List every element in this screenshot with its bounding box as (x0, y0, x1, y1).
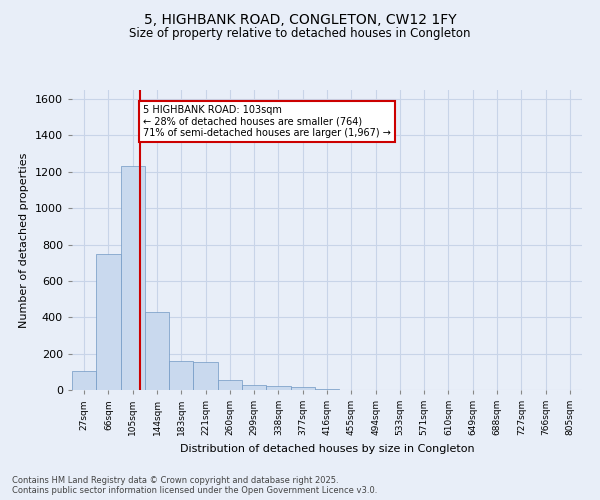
Bar (242, 384, 266, 390)
Text: 5 HIGHBANK ROAD: 103sqm
← 28% of detached houses are smaller (764)
71% of semi-d: 5 HIGHBANK ROAD: 103sqm ← 28% of detache… (143, 104, 391, 138)
Text: 5, HIGHBANK ROAD, CONGLETON, CW12 1FY: 5, HIGHBANK ROAD, CONGLETON, CW12 1FY (143, 12, 457, 26)
Text: Contains HM Land Registry data © Crown copyright and database right 2025.
Contai: Contains HM Land Registry data © Crown c… (12, 476, 377, 495)
Bar (169, 361, 193, 390)
X-axis label: Distribution of detached houses by size in Congleton: Distribution of detached houses by size … (179, 444, 475, 454)
Y-axis label: Number of detached properties: Number of detached properties (19, 152, 29, 328)
Bar (266, 386, 290, 390)
Bar (121, 166, 145, 390)
Bar (218, 380, 242, 390)
Bar (193, 362, 218, 390)
Text: Size of property relative to detached houses in Congleton: Size of property relative to detached ho… (129, 28, 471, 40)
Bar (145, 312, 169, 390)
Bar (96, 254, 121, 390)
Bar (72, 371, 96, 390)
Bar (315, 389, 339, 390)
Bar (290, 388, 315, 390)
